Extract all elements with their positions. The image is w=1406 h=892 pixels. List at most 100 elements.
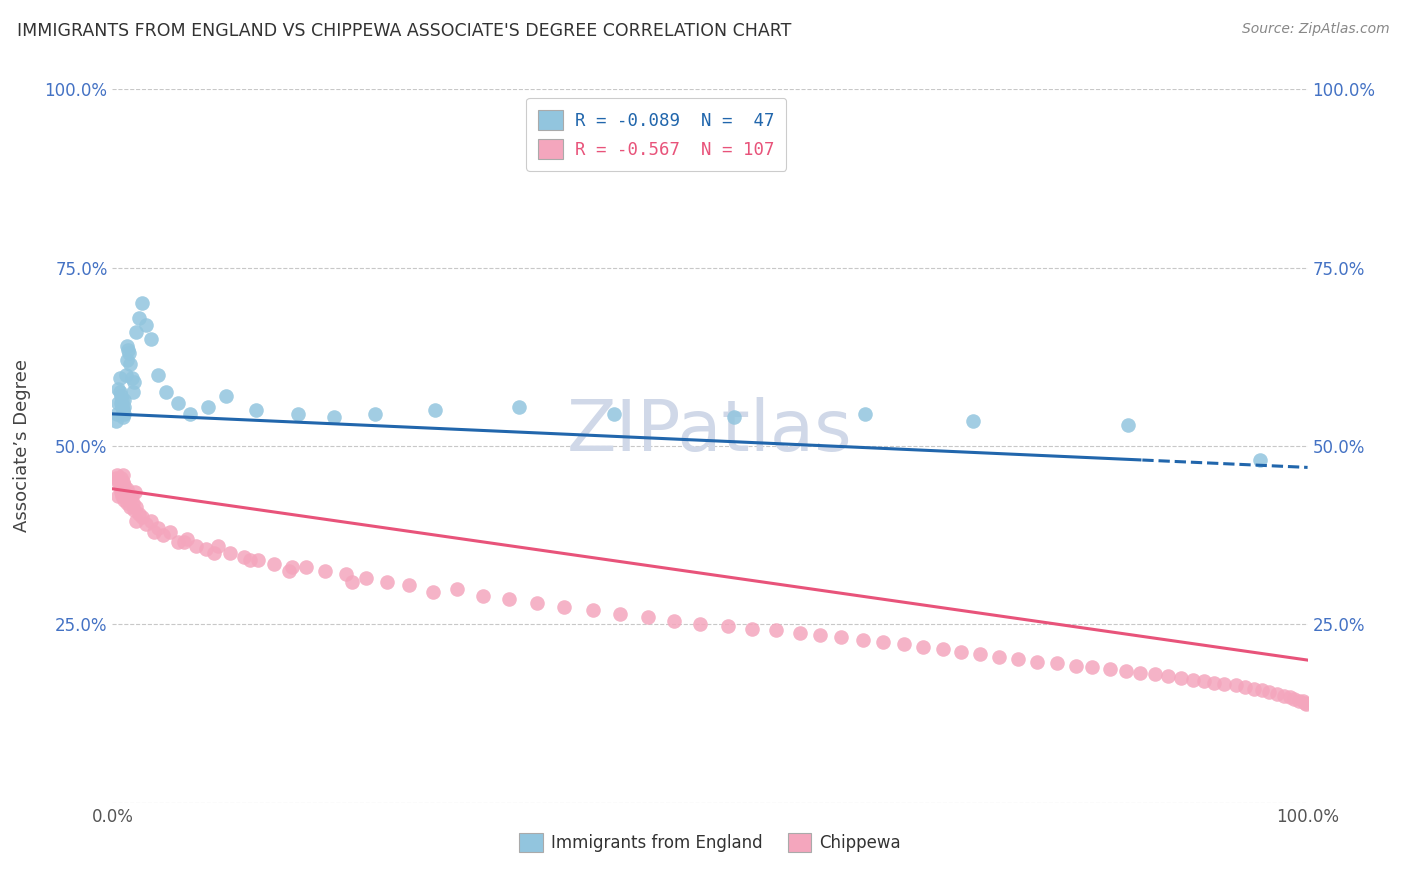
- Point: [446, 582, 468, 596]
- Point: [139, 332, 162, 346]
- Point: [155, 385, 177, 400]
- Point: [398, 578, 420, 592]
- Point: [988, 649, 1011, 664]
- Point: [422, 585, 444, 599]
- Point: [118, 346, 141, 360]
- Point: [723, 410, 745, 425]
- Point: [247, 553, 270, 567]
- Point: [179, 407, 201, 421]
- Point: [789, 626, 811, 640]
- Point: [664, 614, 686, 628]
- Point: [112, 467, 135, 482]
- Point: [215, 389, 238, 403]
- Point: [1046, 656, 1069, 670]
- Point: [125, 325, 148, 339]
- Point: [114, 368, 136, 382]
- Point: [114, 400, 135, 414]
- Point: [146, 368, 169, 382]
- Point: [131, 296, 153, 310]
- Point: [120, 500, 142, 514]
- Point: [855, 407, 877, 421]
- Point: [1081, 660, 1104, 674]
- Point: [603, 407, 626, 421]
- Point: [1234, 680, 1257, 694]
- Point: [1292, 694, 1315, 708]
- Text: ZIPatlas: ZIPatlas: [567, 397, 853, 467]
- Point: [105, 414, 128, 428]
- Point: [932, 642, 955, 657]
- Point: [425, 403, 447, 417]
- Point: [124, 485, 146, 500]
- Point: [110, 396, 132, 410]
- Point: [107, 396, 129, 410]
- Point: [1118, 417, 1140, 432]
- Point: [146, 521, 169, 535]
- Point: [108, 478, 131, 492]
- Point: [1265, 687, 1288, 701]
- Point: [1278, 690, 1301, 705]
- Point: [1272, 689, 1295, 703]
- Point: [1192, 674, 1215, 689]
- Point: [1258, 685, 1281, 699]
- Point: [114, 485, 136, 500]
- Point: [582, 603, 605, 617]
- Point: [125, 514, 148, 528]
- Point: [110, 389, 132, 403]
- Point: [637, 610, 659, 624]
- Point: [239, 553, 262, 567]
- Point: [354, 571, 377, 585]
- Point: [167, 535, 190, 549]
- Point: [115, 482, 138, 496]
- Point: [112, 403, 135, 417]
- Point: [105, 471, 128, 485]
- Point: [108, 371, 131, 385]
- Point: [852, 633, 875, 648]
- Point: [1204, 676, 1226, 690]
- Point: [111, 482, 134, 496]
- Point: [122, 375, 145, 389]
- Point: [1099, 662, 1122, 676]
- Text: Source: ZipAtlas.com: Source: ZipAtlas.com: [1241, 22, 1389, 37]
- Text: IMMIGRANTS FROM ENGLAND VS CHIPPEWA ASSOCIATE'S DEGREE CORRELATION CHART: IMMIGRANTS FROM ENGLAND VS CHIPPEWA ASSO…: [17, 22, 792, 40]
- Point: [263, 557, 285, 571]
- Point: [111, 400, 134, 414]
- Point: [167, 396, 190, 410]
- Point: [117, 343, 139, 357]
- Point: [110, 485, 132, 500]
- Point: [107, 382, 129, 396]
- Point: [108, 385, 131, 400]
- Point: [218, 546, 240, 560]
- Point: [1064, 658, 1087, 673]
- Point: [295, 560, 318, 574]
- Point: [118, 492, 141, 507]
- Point: [159, 524, 181, 539]
- Point: [1243, 681, 1265, 696]
- Point: [526, 596, 548, 610]
- Point: [553, 599, 575, 614]
- Point: [115, 353, 138, 368]
- Point: [1129, 665, 1152, 680]
- Point: [186, 539, 208, 553]
- Point: [107, 475, 129, 489]
- Point: [207, 539, 229, 553]
- Point: [1225, 678, 1247, 692]
- Point: [128, 310, 150, 325]
- Point: [278, 564, 301, 578]
- Point: [176, 532, 198, 546]
- Point: [498, 592, 520, 607]
- Point: [194, 542, 217, 557]
- Point: [322, 410, 344, 425]
- Point: [314, 564, 336, 578]
- Point: [152, 528, 174, 542]
- Point: [689, 617, 711, 632]
- Point: [128, 507, 150, 521]
- Point: [121, 385, 143, 400]
- Point: [143, 524, 166, 539]
- Point: [233, 549, 256, 564]
- Point: [245, 403, 267, 417]
- Point: [105, 407, 128, 421]
- Point: [281, 560, 304, 574]
- Point: [1007, 651, 1029, 665]
- Point: [114, 492, 135, 507]
- Point: [120, 357, 142, 371]
